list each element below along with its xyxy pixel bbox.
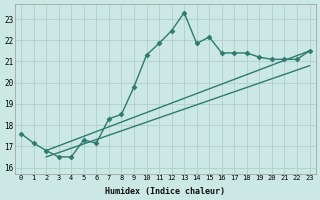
X-axis label: Humidex (Indice chaleur): Humidex (Indice chaleur) xyxy=(105,187,225,196)
